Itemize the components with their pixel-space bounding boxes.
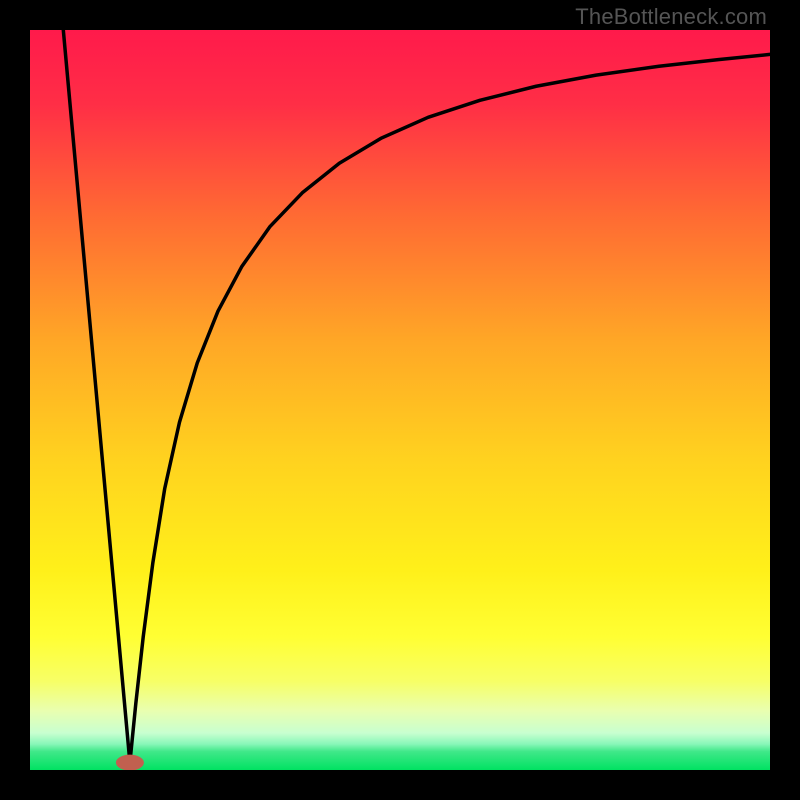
bottleneck-chart (0, 0, 800, 800)
chart-frame: TheBottleneck.com (0, 0, 800, 800)
watermark-text: TheBottleneck.com (575, 4, 767, 30)
optimum-marker (116, 755, 144, 771)
